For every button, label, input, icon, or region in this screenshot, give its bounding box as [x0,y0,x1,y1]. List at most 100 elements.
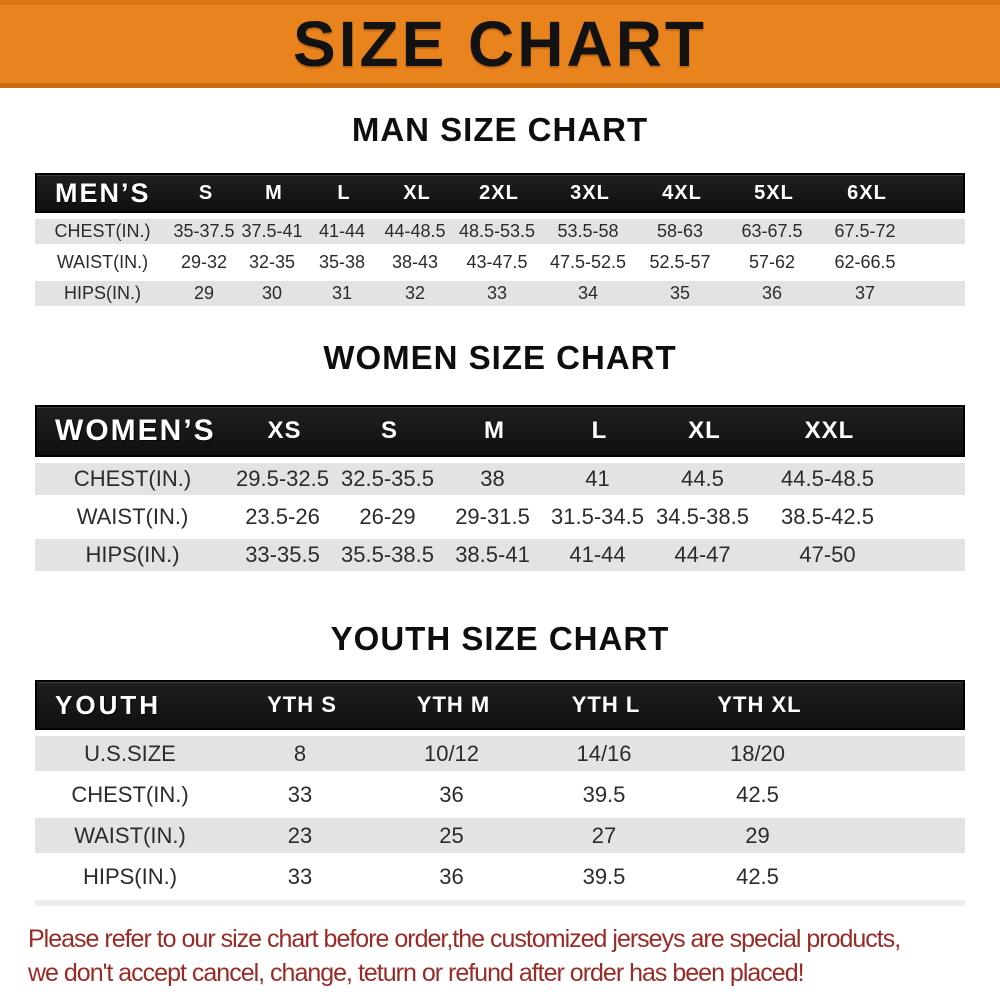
table-row: WAIST(IN.) 23.5-26 26-29 29-31.5 31.5-34.5 34… [35,501,965,533]
row-label: HIPS(IN.) [82,863,178,889]
header-filler-cell [902,407,963,455]
size-value-cell: 44.5-48.5 [781,466,874,491]
size-value-cell: 29 [193,283,215,303]
table-row: U.S.SIZE 8 10/12 14/16 18/20 [35,736,965,771]
size-value-cell: 27 [591,822,617,848]
size-value-cell: 35 [669,283,691,303]
size-value-cell: 23.5-26 [245,504,320,529]
size-value-cell: 33-35.5 [245,542,320,567]
table-row: CHEST(IN.) 33 36 39.5 42.5 [35,777,965,812]
size-value-cell: 29.5-32.5 [236,466,329,491]
section-title-women: WOMEN SIZE CHART [323,339,677,376]
size-value-cell: 33 [287,863,313,889]
footer-note-line1: Please refer to our size chart before or… [28,925,901,953]
column-header: 6XL [847,181,887,204]
footer-note-line2: we don't accept cancel, change, teturn o… [28,959,805,987]
size-value-cell: 41-44 [318,221,366,241]
row-filler-cell [835,818,965,853]
size-value-cell: 25 [439,822,464,848]
size-chart-banner: SIZE CHART [0,0,1000,88]
section-title-youth: YOUTH SIZE CHART [330,620,670,657]
row-label: CHEST(IN.) [73,466,192,491]
women-size-table: WOMEN’S XS S M L XL XXL CHEST(IN.) 29.5-32.5 32.5… [35,405,965,571]
table-header-label: WOMEN’S [55,414,216,447]
size-value-cell: 35-38 [318,252,366,272]
row-filler-cell [835,777,965,812]
column-header: M [484,417,505,444]
table-row: CHEST(IN.) 35-37.5 37.5-41 41-44 44-48.5 48.5… [35,219,965,244]
row-label: WAIST(IN.) [74,822,186,848]
table-row: HIPS(IN.) 29 30 31 32 33 34 35 36 37 [35,281,965,306]
column-header: XL [688,417,721,444]
row-filler-cell [835,736,965,771]
size-value-cell: 29-31.5 [455,504,530,529]
row-label: WAIST(IN.) [76,504,189,529]
size-value-cell: 41-44 [569,542,626,567]
row-filler-cell [912,219,965,244]
size-value-cell: 36 [439,781,464,807]
column-header: L [337,181,351,204]
header-filler-cell [914,175,963,211]
column-header: M [265,181,283,204]
size-value-cell: 14/16 [576,740,632,766]
table-row: WAIST(IN.) 23 25 27 29 [35,818,965,853]
table-header-row: MEN’S S M L XL 2XL 3XL 4XL 5XL 6XL [35,173,965,213]
row-label: CHEST(IN.) [54,221,151,241]
man-size-table: MEN’S S M L XL 2XL 3XL 4XL 5XL 6XL CHEST(IN.) 35-37… [35,173,965,306]
size-value-cell: 31.5-34.5 [551,504,644,529]
size-value-cell: 38-43 [391,252,439,272]
table-header-label: MEN’S [55,177,151,208]
column-header: S [198,181,214,204]
row-filler-cell [912,281,965,306]
size-value-cell: 44-47 [674,542,731,567]
row-label: HIPS(IN.) [85,542,180,567]
footer-note: Please refer to our size chart before or… [0,922,1000,990]
youth-table-bottom-divider [35,900,965,906]
size-value-cell: 62-66.5 [834,252,896,272]
size-value-cell: 38 [480,466,505,491]
size-value-cell: 43-47.5 [466,252,528,272]
size-value-cell: 41 [585,466,610,491]
column-header: 3XL [570,181,610,204]
column-header: YTH M [416,692,491,717]
size-value-cell: 33 [486,283,508,303]
size-value-cell: 38.5-42.5 [781,504,874,529]
size-value-cell: 44-48.5 [384,221,446,241]
table-header-label: YOUTH [55,689,161,720]
table-header-row: WOMEN’S XS S M L XL XXL [35,405,965,457]
size-value-cell: 63-67.5 [741,221,803,241]
column-header: YTH L [571,692,641,717]
size-value-cell: 53.5-58 [557,221,619,241]
size-value-cell: 35-37.5 [173,221,235,241]
table-row: HIPS(IN.) 33 36 39.5 42.5 [35,859,965,894]
size-value-cell: 10/12 [423,740,480,766]
row-label: CHEST(IN.) [71,781,189,807]
column-header: 5XL [754,181,794,204]
size-value-cell: 42.5 [736,863,779,889]
size-value-cell: 35.5-38.5 [341,542,434,567]
size-value-cell: 38.5-41 [455,542,530,567]
table-row: CHEST(IN.) 29.5-32.5 32.5-35.5 38 41 44.5 44.5… [35,463,965,495]
column-header: S [380,417,398,444]
table-header-row: YOUTH YTH S YTH M YTH L YTH XL [35,680,965,730]
size-value-cell: 23 [287,822,313,848]
column-header: YTH XL [717,692,802,717]
size-value-cell: 42.5 [736,781,779,807]
column-header: XS [267,417,302,444]
size-value-cell: 39.5 [582,863,626,889]
size-value-cell: 36 [761,283,783,303]
size-value-cell: 26-29 [359,504,416,529]
size-value-cell: 34.5-38.5 [656,504,749,529]
column-header: 2XL [479,181,519,204]
column-header: 4XL [662,181,702,204]
size-value-cell: 39.5 [582,781,626,807]
header-filler-cell [837,682,963,728]
size-value-cell: 57-62 [748,252,796,272]
size-value-cell: 36 [439,863,464,889]
size-value-cell: 37.5-41 [241,221,303,241]
size-value-cell: 30 [261,283,283,303]
size-value-cell: 34 [577,283,599,303]
row-label: U.S.SIZE [84,740,176,766]
row-label: WAIST(IN.) [56,252,149,272]
size-value-cell: 32 [404,283,426,303]
